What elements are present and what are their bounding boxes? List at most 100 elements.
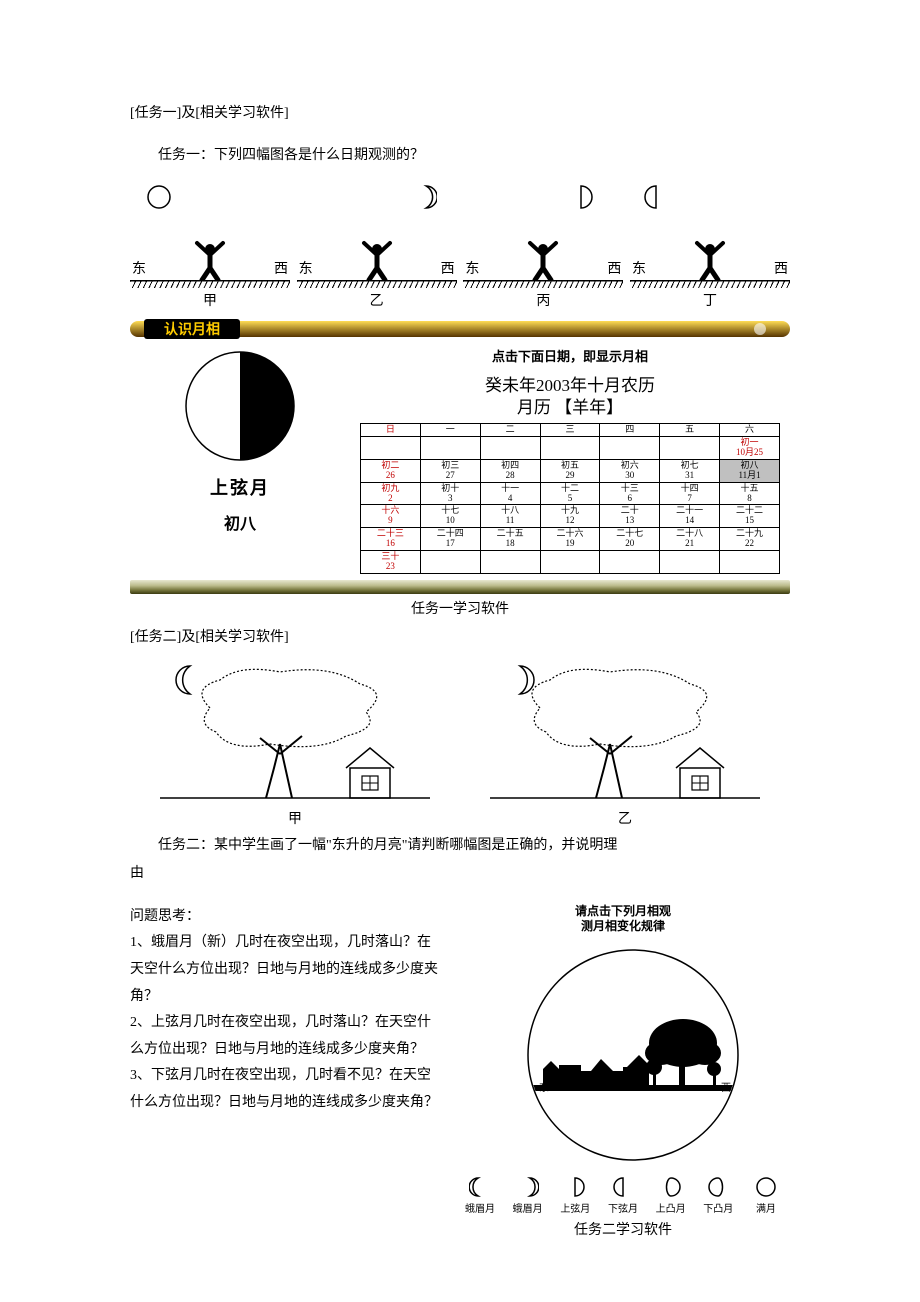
- calendar-cell[interactable]: 十九12: [540, 505, 600, 528]
- moon-icon: [568, 184, 594, 215]
- moon-phase-button[interactable]: 上凸月: [651, 1176, 691, 1215]
- banner-renshi-yuexiang: 认识月相: [130, 318, 790, 338]
- direction-west: 西: [439, 258, 457, 278]
- moon-phase-label: 下凸月: [698, 1200, 738, 1215]
- calendar-cell[interactable]: 二十三16: [361, 528, 421, 551]
- svg-text:认识月相: 认识月相: [164, 321, 220, 338]
- task2-prompt: 任务二：某中学生画了一幅"东升的月亮"请判断哪幅图是正确的，并说明理: [130, 832, 790, 860]
- task2-heading: [任务二]及[相关学习软件]: [130, 624, 790, 652]
- calendar-cell[interactable]: [540, 550, 600, 573]
- software2-caption: 任务二学习软件: [456, 1219, 790, 1239]
- panel-label: 乙: [297, 290, 457, 310]
- moon-phase-button[interactable]: 下弦月: [603, 1176, 643, 1215]
- calendar-cell[interactable]: 初一10月25: [720, 437, 780, 460]
- calendar-cell[interactable]: 初九2: [361, 482, 421, 505]
- calendar-cell[interactable]: 初七31: [660, 459, 720, 482]
- calendar-cell[interactable]: 二十五18: [480, 528, 540, 551]
- direction-west: 西: [272, 258, 290, 278]
- moon-phase-label: 上弦月: [555, 1200, 595, 1215]
- observer-icon: [360, 240, 394, 280]
- calendar-cell[interactable]: 二十七20: [600, 528, 660, 551]
- software2-tip-l2: 测月相变化规律: [581, 919, 665, 933]
- calendar-cell[interactable]: 二十八21: [660, 528, 720, 551]
- direction-west: 西: [605, 258, 623, 278]
- think-q3: 3、下弦月几时在夜空出现，几时看不见？在天空什么方位出现？日地与月地的连线成多少…: [130, 1063, 440, 1116]
- calendar-cell[interactable]: [600, 550, 660, 573]
- calendar-cell[interactable]: 初六30: [600, 459, 660, 482]
- calendar-cell[interactable]: [600, 437, 660, 460]
- calendar-cell[interactable]: 二十九22: [720, 528, 780, 551]
- moon-icon: [643, 184, 669, 215]
- calendar-cell[interactable]: 十七10: [420, 505, 480, 528]
- calendar-cell[interactable]: 十四7: [660, 482, 720, 505]
- calendar-cell[interactable]: 初二26: [361, 459, 421, 482]
- calendar-cell[interactable]: [540, 437, 600, 460]
- moon-phase-button[interactable]: 下凸月: [698, 1176, 738, 1215]
- task2-prompt-tail: 由: [130, 860, 790, 888]
- calendar-header: 五: [660, 424, 720, 437]
- think-heading: 问题思考：: [130, 904, 440, 931]
- calendar-cell[interactable]: 初五29: [540, 459, 600, 482]
- direction-west: 西: [772, 258, 790, 278]
- moon-phase-button[interactable]: 蛾眉月: [508, 1176, 548, 1215]
- panel-label: 甲: [150, 808, 440, 828]
- calendar-cell[interactable]: [660, 437, 720, 460]
- calendar-header: 二: [480, 424, 540, 437]
- calendar-cell[interactable]: [361, 437, 421, 460]
- lunar-calendar-table[interactable]: 日一二三四五六 初一10月25初二26初三27初四28初五29初六30初七31初…: [360, 423, 780, 574]
- calendar-title: 癸未年2003年十月农历 月历 【羊年】: [360, 375, 780, 419]
- moon-phase-button[interactable]: 满月: [746, 1176, 786, 1215]
- task2-panels: 甲 乙: [130, 658, 790, 828]
- calendar-cell[interactable]: 二十六19: [540, 528, 600, 551]
- task2-panel-乙: 乙: [480, 658, 770, 828]
- calendar-cell[interactable]: 二十一14: [660, 505, 720, 528]
- moon-phase-label: 蛾眉月: [460, 1200, 500, 1215]
- task1-panels: 东 西 甲 东 西 乙: [130, 180, 790, 310]
- calendar-cell[interactable]: 十六9: [361, 505, 421, 528]
- calendar-cell[interactable]: [420, 550, 480, 573]
- calendar-cell[interactable]: 十八11: [480, 505, 540, 528]
- moon-icon: [411, 184, 437, 215]
- calendar-cell[interactable]: 初四28: [480, 459, 540, 482]
- software1-caption: 任务一学习软件: [130, 598, 790, 618]
- calendar-header: 一: [420, 424, 480, 437]
- panel-label: 甲: [130, 290, 290, 310]
- calendar-cell[interactable]: [480, 550, 540, 573]
- moon-phase-label: 蛾眉月: [508, 1200, 548, 1215]
- calendar-cell[interactable]: [660, 550, 720, 573]
- task1-heading: [任务一]及[相关学习软件]: [130, 100, 790, 128]
- calendar-cell[interactable]: 初八11月1: [720, 459, 780, 482]
- calendar-cell[interactable]: 二十四17: [420, 528, 480, 551]
- calendar-cell[interactable]: [420, 437, 480, 460]
- panel-label: 丙: [463, 290, 623, 310]
- observer-icon: [693, 240, 727, 280]
- moon-phase-button[interactable]: 蛾眉月: [460, 1176, 500, 1215]
- calendar-cell[interactable]: 二十13: [600, 505, 660, 528]
- moon-phase-label: 下弦月: [603, 1200, 643, 1215]
- software1-tip: 点击下面日期，即显示月相: [360, 346, 780, 365]
- moon-phase-row: 蛾眉月 蛾眉月 上弦月 下弦月 上凸月 下凸月 满月: [456, 1176, 790, 1215]
- observer-icon: [193, 240, 227, 280]
- moon-phase-button[interactable]: 上弦月: [555, 1176, 595, 1215]
- calendar-cell[interactable]: 初十3: [420, 482, 480, 505]
- moon-phase-label: 满月: [746, 1200, 786, 1215]
- software1-left-title: 上弦月: [140, 474, 340, 500]
- calendar-cell[interactable]: 十二5: [540, 482, 600, 505]
- landscape-circle: 东 西: [456, 935, 790, 1170]
- calendar-cell[interactable]: 初三27: [420, 459, 480, 482]
- svg-text:西: 西: [721, 1083, 731, 1094]
- panel-label: 丁: [630, 290, 790, 310]
- calendar-cell[interactable]: 三十23: [361, 550, 421, 573]
- task1-prompt: 任务一：下列四幅图各是什么日期观测的？: [130, 142, 790, 170]
- calendar-header: 日: [361, 424, 421, 437]
- calendar-cell[interactable]: [720, 550, 780, 573]
- calendar-cell[interactable]: [480, 437, 540, 460]
- calendar-header: 六: [720, 424, 780, 437]
- calendar-cell[interactable]: 十五8: [720, 482, 780, 505]
- calendar-cell[interactable]: 二十二15: [720, 505, 780, 528]
- think-q2: 2、上弦月几时在夜空出现，几时落山？在天空什么方位出现？日地与月地的连线成多少度…: [130, 1010, 440, 1063]
- calendar-cell[interactable]: 十一4: [480, 482, 540, 505]
- calendar-cell[interactable]: 十三6: [600, 482, 660, 505]
- think-questions: 问题思考： 1、蛾眉月（新）几时在夜空出现，几时落山？在天空什么方位出现？日地与…: [130, 904, 440, 1117]
- calendar-title-l1: 癸未年2003年十月农历: [485, 376, 655, 395]
